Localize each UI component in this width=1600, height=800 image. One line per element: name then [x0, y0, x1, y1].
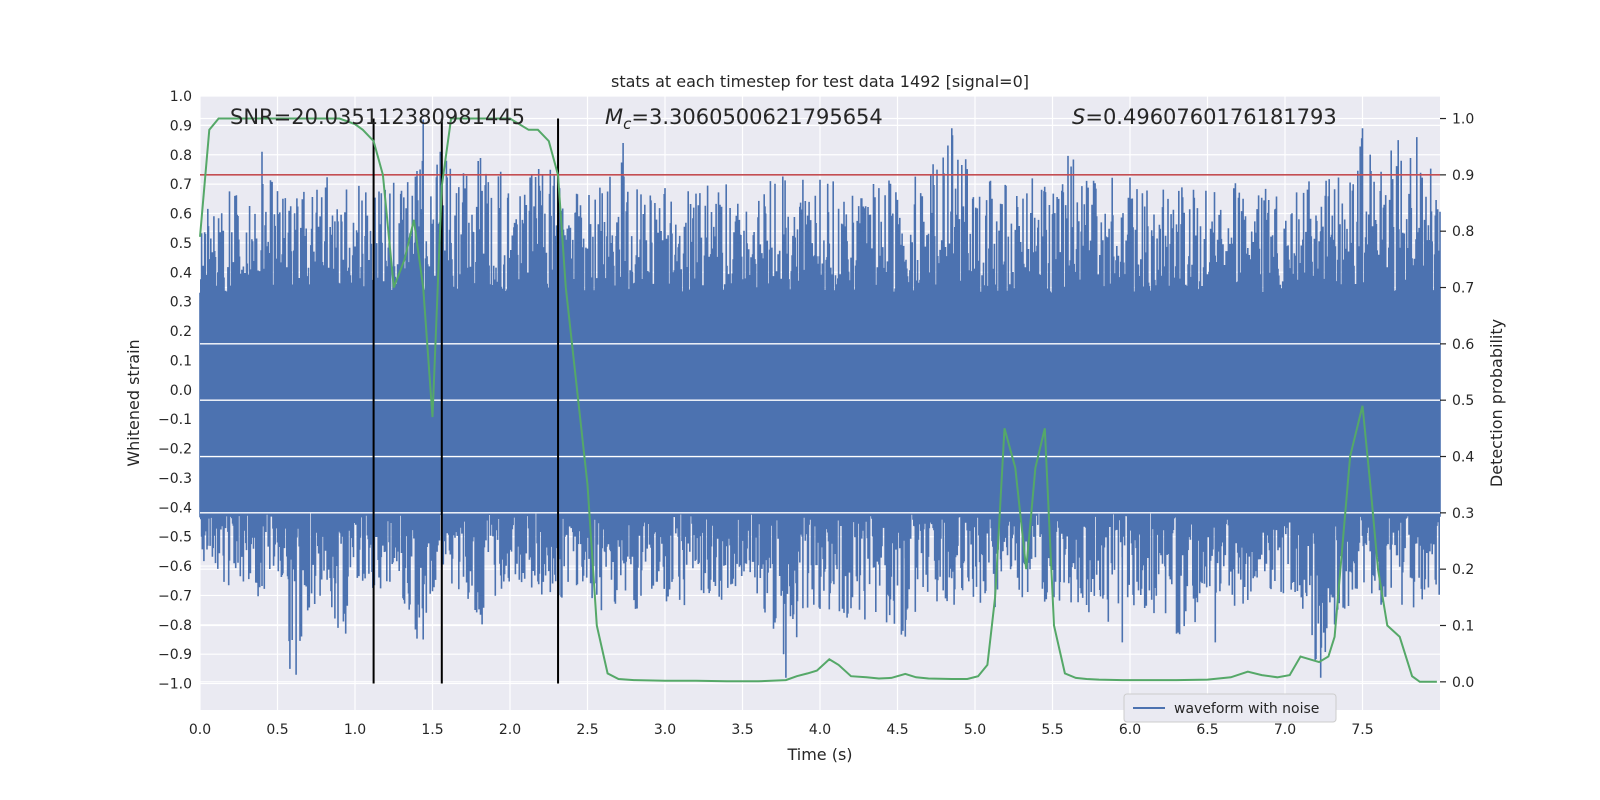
s-annotation: S=0.4960760176181793	[1072, 105, 1337, 129]
right-y-tick-label: 0.9	[1452, 168, 1474, 184]
y-tick-label: 0.6	[170, 207, 192, 223]
legend-label: waveform with noise	[1174, 701, 1319, 717]
x-tick-label: 0.0	[189, 722, 211, 738]
y-tick-label: 0.0	[170, 383, 192, 399]
right-y-tick-label: 0.1	[1452, 619, 1474, 635]
right-y-tick-label: 0.2	[1452, 562, 1474, 578]
chart-title: stats at each timestep for test data 149…	[611, 72, 1029, 91]
y-tick-label: −0.2	[158, 442, 192, 458]
y-tick-label: 0.1	[170, 353, 192, 369]
x-tick-label: 2.5	[576, 722, 598, 738]
y-tick-labels: 1.0 0.9 0.8 0.7 0.6 0.5 0.4 0.3 0.2 0.1 0.0 −0.1 −0.…	[158, 89, 192, 693]
right-y-tick-label: 0.0	[1452, 675, 1474, 691]
y-tick-label: −0.6	[158, 559, 192, 575]
x-axis-label: Time (s)	[786, 745, 852, 764]
y-tick-label: −0.9	[158, 647, 192, 663]
chirp-mass-value: =3.3060500621795654	[631, 105, 882, 129]
x-tick-label: 3.0	[654, 722, 676, 738]
right-y-tick-label: 0.3	[1452, 506, 1474, 522]
x-tick-label: 6.5	[1196, 722, 1218, 738]
right-y-tick-label: 1.0	[1452, 112, 1474, 128]
y-tick-label: −0.1	[158, 412, 192, 428]
y-tick-label: −1.0	[158, 677, 192, 693]
right-y-tick-label: 0.4	[1452, 450, 1474, 466]
x-tick-label: 4.5	[886, 722, 908, 738]
legend: waveform with noise	[1123, 693, 1337, 723]
s-value: =0.4960760176181793	[1085, 105, 1336, 129]
chirp-mass-symbol: M	[605, 105, 623, 129]
x-tick-labels: 0.0 0.5 1.0 1.5 2.0 2.5 3.0 3.5 4.0 4.5 5.0 5.5 6.0 6…	[189, 722, 1374, 738]
right-y-axis-label: Detection probability	[1487, 319, 1506, 487]
x-tick-label: 5.0	[964, 722, 986, 738]
right-y-tick-label: 0.6	[1452, 337, 1474, 353]
x-tick-label: 5.5	[1041, 722, 1063, 738]
legend-box	[1123, 693, 1337, 723]
vertical-markers	[372, 118, 560, 684]
y-axis-label: Whitened strain	[124, 339, 143, 466]
x-tick-label: 1.5	[421, 722, 443, 738]
y-tick-label: 0.3	[170, 295, 192, 311]
y-tick-label: −0.8	[158, 618, 192, 634]
snr-annotation: SNR=20.035112380981445	[230, 105, 525, 129]
x-tick-label: 7.0	[1274, 722, 1296, 738]
x-tick-label: 6.0	[1119, 722, 1141, 738]
y-tick-label: −0.4	[158, 500, 192, 516]
y-tick-label: −0.3	[158, 471, 192, 487]
y-tick-label: 0.5	[170, 236, 192, 252]
right-y-tick-label: 0.7	[1452, 281, 1474, 297]
y-tick-label: 0.9	[170, 118, 192, 134]
right-y-tick-label: 0.5	[1452, 393, 1474, 409]
right-y-tick-label: 0.8	[1452, 224, 1474, 240]
series-detection-probability	[199, 117, 1437, 683]
y-tick-label: −0.7	[158, 588, 192, 604]
x-tick-label: 2.0	[499, 722, 521, 738]
x-tick-label: 0.5	[266, 722, 288, 738]
y-tick-label: −0.5	[158, 530, 192, 546]
y-tick-label: 0.4	[170, 265, 192, 281]
x-tick-label: 7.5	[1351, 722, 1373, 738]
waveform-trace	[199, 119, 1441, 678]
x-tick-label: 3.5	[731, 722, 753, 738]
y-tick-label: 0.2	[170, 324, 192, 340]
x-tick-label: 4.0	[809, 722, 831, 738]
chirp-mass-annotation: Mc=3.3060500621795654	[605, 105, 883, 133]
s-symbol: S	[1072, 105, 1085, 129]
chirp-mass-subscript: c	[623, 115, 632, 133]
y-tick-label: 0.7	[170, 177, 192, 193]
y-tick-label: 0.8	[170, 148, 192, 164]
right-y-tick-labels: 1.0 0.9 0.8 0.7 0.6 0.5 0.4 0.3 0.2 0.1 0.0	[1440, 112, 1474, 691]
y-tick-label: 1.0	[170, 89, 192, 105]
x-tick-label: 1.0	[344, 722, 366, 738]
series-waveform-with-noise	[199, 119, 1441, 678]
